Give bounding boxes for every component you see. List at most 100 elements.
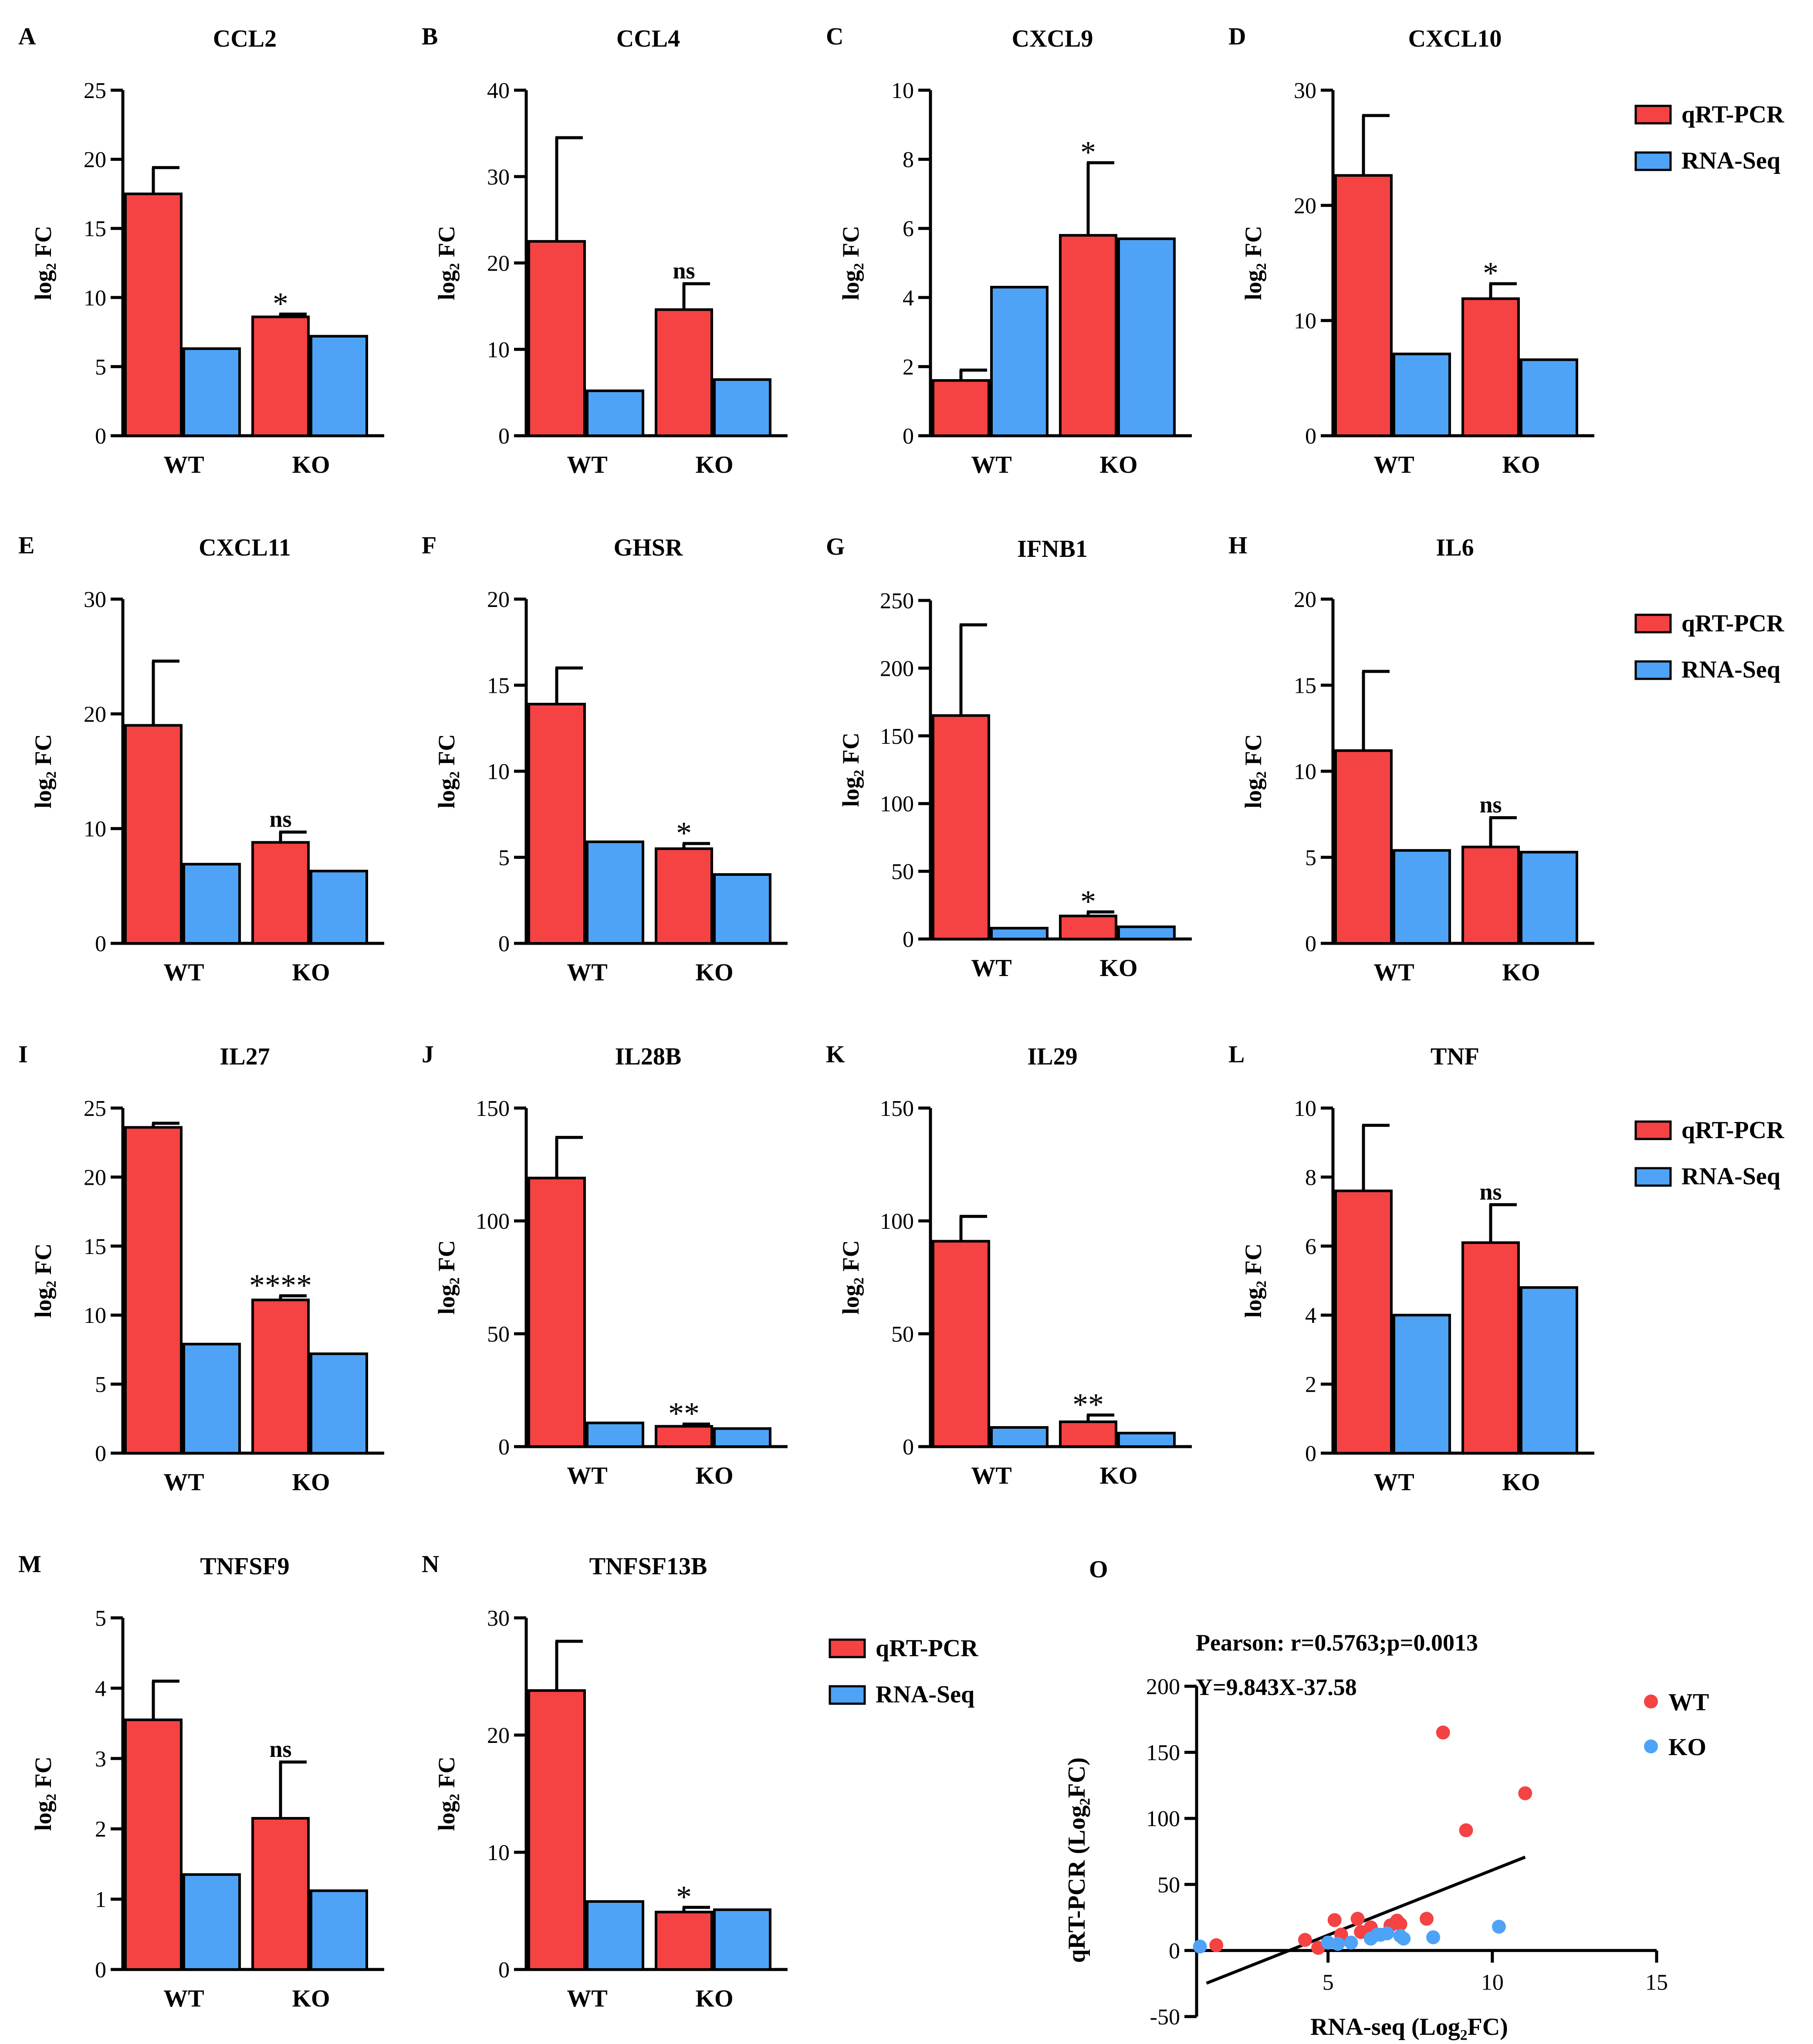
- y-axis-label: log₂ FC: [30, 734, 56, 809]
- legend-marker-ko: [1644, 1739, 1658, 1753]
- panel-letter: G: [826, 533, 845, 560]
- y-axis-label: log₂ FC: [433, 226, 460, 300]
- chart-title: IL6: [1436, 534, 1474, 561]
- legend-swatch-rna-seq: [829, 1685, 866, 1705]
- bar-qrt-pcr-wt: [528, 1176, 586, 1448]
- y-tick-label: 8: [903, 148, 914, 173]
- y-tick-label: 10: [891, 78, 914, 103]
- bar-rna-seq-ko: [1520, 851, 1578, 945]
- point-ko: [1331, 1937, 1345, 1951]
- y-tick-label: 200: [1146, 1675, 1180, 1699]
- panel-A: A CCL2 0 5 10 15 20 25 log₂ FC WT KO *: [18, 23, 384, 478]
- y-tick-label: 50: [891, 860, 914, 885]
- y-tick-label: 10: [84, 817, 106, 842]
- x-tick-label: KO: [695, 451, 733, 478]
- bar-rna-seq-wt: [586, 840, 644, 945]
- y-tick-label: 30: [1294, 78, 1316, 103]
- legend-label-rna-seq: RNA-Seq: [1681, 1163, 1780, 1190]
- y-tick-label: 0: [95, 1958, 106, 1983]
- x-tick-label: WT: [1373, 959, 1414, 986]
- y-tick-label: 25: [84, 1096, 106, 1121]
- y-tick-label: 5: [498, 846, 510, 871]
- bar-rna-seq-ko: [310, 870, 368, 945]
- x-tick-label: WT: [567, 1985, 607, 2012]
- legend-label-rna-seq: RNA-Seq: [876, 1681, 974, 1708]
- legend-swatch-qrt-pcr: [1634, 1120, 1672, 1140]
- y-tick-label: 20: [487, 1723, 510, 1748]
- significance-label: *: [1080, 884, 1096, 919]
- y-tick-label: 10: [84, 1303, 106, 1328]
- panel-letter: O: [1089, 1556, 1108, 1583]
- y-axis-label: log₂ FC: [838, 732, 864, 807]
- panel-letter: I: [18, 1041, 28, 1068]
- point-ko: [1344, 1936, 1358, 1950]
- y-axis-label: log₂ FC: [433, 1756, 460, 1831]
- legend: qRT-PCR RNA-Seq: [1634, 1117, 1784, 1190]
- chart-title: TNF: [1431, 1043, 1479, 1070]
- panel-letter: B: [422, 23, 438, 50]
- y-tick-label: 15: [487, 674, 510, 698]
- y-tick-label: 40: [487, 78, 510, 103]
- y-tick-label: 0: [95, 424, 106, 449]
- significance-label: ns: [269, 1736, 291, 1762]
- y-tick-label: 100: [880, 1209, 914, 1234]
- y-tick-label: 15: [84, 217, 106, 241]
- y-tick-label: 5: [95, 355, 106, 380]
- x-axis-label: RNA-seq (Log₂FC): [1310, 2013, 1508, 2041]
- y-tick-label: 10: [1294, 1096, 1316, 1121]
- significance-label: *: [273, 286, 288, 321]
- x-tick-label: KO: [1502, 959, 1540, 986]
- significance-label: *: [1483, 256, 1498, 291]
- bar-qrt-pcr-wt: [124, 724, 183, 945]
- bar-rna-seq-ko: [713, 378, 771, 437]
- chart-title: CXCL10: [1408, 25, 1502, 52]
- panel-O: O Pearson: r=0.5763;p=0.0013 Y=9.843X-37.5…: [1063, 1556, 1709, 2041]
- legend-marker-wt: [1644, 1695, 1658, 1708]
- bar-qrt-pcr-ko: [251, 1298, 310, 1455]
- y-tick-label: 25: [84, 78, 106, 103]
- bar-rna-seq-wt: [586, 1900, 644, 1971]
- y-tick-label: 0: [1169, 1939, 1180, 1963]
- panel-letter: E: [18, 532, 34, 559]
- bar-rna-seq-wt: [990, 1426, 1049, 1448]
- y-axis-label: log₂ FC: [433, 1240, 460, 1315]
- regression-line: [1206, 1855, 1526, 1985]
- legend: qRT-PCR RNA-Seq: [829, 1635, 978, 1708]
- bar-qrt-pcr-wt: [124, 1719, 183, 1971]
- regression-equation: Y=9.843X-37.58: [1196, 1674, 1357, 1700]
- x-tick-label: KO: [292, 959, 330, 986]
- point-wt: [1209, 1938, 1224, 1952]
- y-tick-label: 30: [487, 1606, 510, 1631]
- legend-swatch-rna-seq: [1634, 151, 1672, 171]
- y-tick-label: 0: [903, 424, 914, 449]
- bar-rna-seq-wt: [990, 927, 1049, 940]
- significance-label: ns: [269, 806, 291, 832]
- panel-D: D CXCL10 0 10 20 30 log₂ FC WT KO *: [1228, 23, 1594, 478]
- y-tick-label: 10: [487, 759, 510, 784]
- panel-letter: F: [422, 532, 436, 559]
- scatter-legend: WT KO: [1644, 1689, 1709, 1761]
- y-tick-label: 20: [1294, 193, 1316, 218]
- chart-title: GHSR: [614, 534, 683, 561]
- y-tick-label: 6: [903, 217, 914, 241]
- y-tick-label: 5: [95, 1606, 106, 1631]
- y-tick-label: 3: [95, 1747, 106, 1772]
- y-tick-label: 4: [903, 286, 914, 311]
- bar-rna-seq-ko: [1117, 237, 1176, 437]
- x-tick-label: WT: [567, 451, 607, 478]
- chart-title: TNFSF13B: [589, 1553, 707, 1580]
- legend-label-qrt-pcr: qRT-PCR: [876, 1635, 978, 1662]
- bar-rna-seq-wt: [183, 1342, 241, 1455]
- significance-label: **: [668, 1396, 700, 1431]
- panel-G: G IFNB1 0 50 100 150 200 250 log₂ FC WT KO *: [826, 533, 1192, 982]
- panel-F: F GHSR 0 5 10 15 20 log₂ FC WT KO *: [422, 532, 788, 986]
- panel-L: L TNF 0 2 4 6 8 10 log₂ FC WT KO ns: [1228, 1041, 1594, 1496]
- y-tick-label: 6: [1305, 1234, 1316, 1259]
- bar-qrt-pcr-ko: [1059, 915, 1117, 941]
- y-tick-label: 30: [84, 587, 106, 612]
- chart-title: IL28B: [615, 1043, 682, 1070]
- y-tick-label: 0: [498, 424, 510, 449]
- x-tick-label: WT: [163, 1985, 204, 2012]
- bar-qrt-pcr-ko: [1059, 1420, 1117, 1448]
